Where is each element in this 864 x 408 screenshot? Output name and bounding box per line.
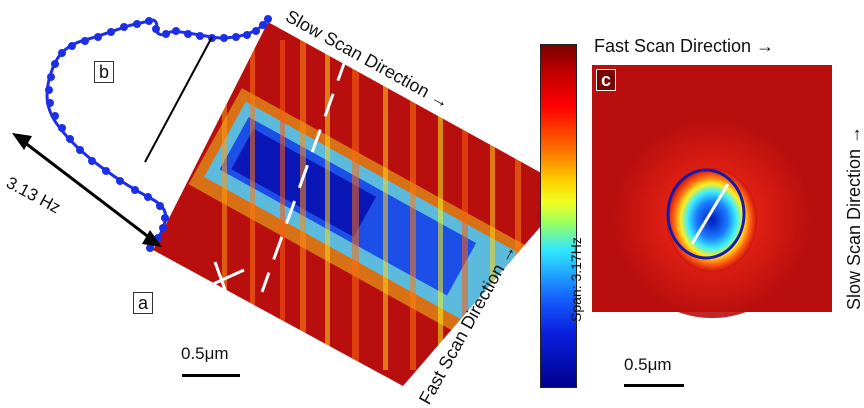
fit-axis-line [690, 183, 730, 245]
panel-label-c: c [596, 69, 617, 91]
scale-bar-label-a: 0.5μm [181, 344, 229, 363]
scan-map-c-spot [667, 168, 757, 272]
cross-marker-v [213, 261, 230, 299]
colorbar [540, 44, 577, 388]
panel-label-b: b [94, 61, 115, 83]
scan-map-a [153, 22, 572, 386]
scale-bar-c [624, 384, 684, 387]
scan-map-c [592, 65, 832, 318]
frequency-double-arrow [12, 133, 162, 247]
fast-scan-direction-label-c: Fast Scan Direction → [594, 36, 775, 56]
profile-points [45, 15, 272, 252]
slow-scan-direction-label-c: Slow Scan Direction → [844, 125, 864, 310]
dashed-axis-line [260, 57, 348, 293]
fit-ellipse-ring [666, 168, 746, 260]
colorbar-span-label: Span: 3.17Hz [568, 237, 584, 322]
scale-bar-label-c: 0.5μm [624, 355, 672, 374]
panel-label-a: a [133, 292, 154, 314]
scale-bar-a [182, 374, 240, 377]
scan-map-a-features [188, 40, 531, 370]
profile-connector-line [144, 36, 213, 163]
profile-curve-b [45, 15, 272, 252]
